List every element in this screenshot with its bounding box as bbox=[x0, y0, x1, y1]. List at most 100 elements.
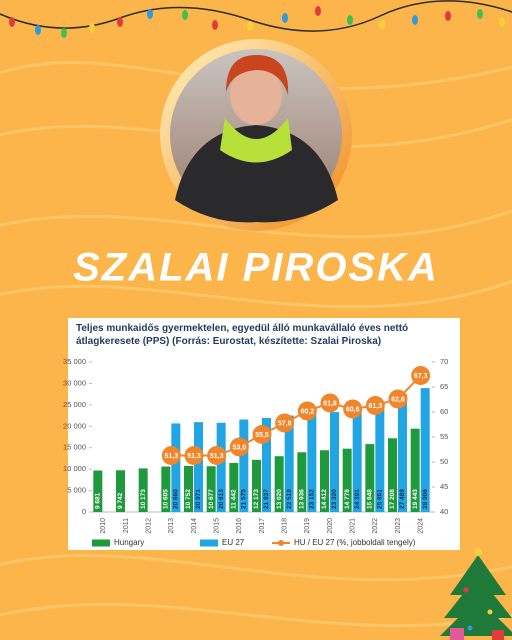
bar bbox=[116, 470, 125, 512]
bar bbox=[93, 470, 103, 512]
bar bbox=[229, 462, 239, 512]
y-tick-label: 10 000 bbox=[63, 464, 86, 473]
ratio-marker bbox=[388, 389, 408, 409]
legend-marker bbox=[278, 540, 284, 546]
x-tick-label: 2013 bbox=[168, 518, 175, 534]
y2-tick-label: 40 bbox=[440, 507, 448, 516]
ratio-label: 51,3 bbox=[210, 453, 224, 460]
ratio-label: 55,5 bbox=[255, 432, 269, 439]
bar-value-label: 20 660 bbox=[173, 489, 180, 509]
ratio-marker bbox=[365, 396, 385, 415]
bar bbox=[330, 412, 339, 512]
x-tick-label: 2020 bbox=[327, 518, 334, 534]
bar-value-label: 25 861 bbox=[377, 489, 384, 509]
bar bbox=[388, 438, 397, 512]
ratio-label: 53,0 bbox=[233, 444, 247, 451]
bar bbox=[307, 412, 317, 512]
bar bbox=[284, 415, 294, 512]
bar-value-label: 17 208 bbox=[389, 489, 396, 509]
x-tick-label: 2017 bbox=[259, 518, 266, 534]
bar-value-label: 9 742 bbox=[117, 492, 124, 509]
bar-value-label: 19 443 bbox=[412, 489, 419, 509]
x-tick-label: 2014 bbox=[191, 518, 198, 534]
bar bbox=[420, 388, 430, 512]
bar bbox=[410, 428, 420, 512]
ratio-label: 67,3 bbox=[414, 373, 428, 380]
x-tick-label: 2016 bbox=[236, 518, 243, 534]
x-tick-label: 2015 bbox=[214, 518, 221, 534]
ratio-marker bbox=[297, 401, 317, 421]
bar-value-label: 20 813 bbox=[218, 489, 225, 509]
bar-value-label: 21 575 bbox=[241, 489, 248, 509]
ratio-marker bbox=[161, 446, 181, 465]
bar-value-label: 14 778 bbox=[344, 489, 351, 509]
ratio-marker bbox=[320, 393, 340, 413]
bar bbox=[239, 419, 249, 512]
y-tick-label: 20 000 bbox=[63, 421, 86, 430]
y2-tick-label: 45 bbox=[440, 482, 448, 491]
legend-label: HU / EU 27 (%, jobboldali tengely) bbox=[294, 538, 416, 547]
bar-value-label: 24 391 bbox=[354, 489, 361, 509]
bar bbox=[398, 394, 407, 512]
bar-value-label: 23 320 bbox=[331, 489, 338, 509]
bar-value-label: 28 906 bbox=[422, 489, 429, 509]
bar-value-label: 10 173 bbox=[140, 489, 147, 509]
x-tick-label: 2012 bbox=[146, 518, 153, 534]
ratio-label: 51,3 bbox=[165, 453, 179, 460]
y2-tick-label: 70 bbox=[440, 357, 448, 366]
bar-value-label: 10 752 bbox=[185, 489, 192, 509]
ratio-marker bbox=[207, 446, 227, 465]
bar bbox=[138, 468, 148, 512]
bar-value-label: 22 519 bbox=[286, 489, 293, 509]
ratio-label: 62,6 bbox=[391, 396, 405, 403]
ratio-marker bbox=[184, 446, 204, 465]
x-tick-label: 2019 bbox=[304, 518, 311, 534]
y2-tick-label: 60 bbox=[440, 407, 448, 416]
ratio-marker bbox=[229, 437, 249, 457]
bar bbox=[161, 466, 171, 512]
person-name: SZALAI PIROSKA bbox=[73, 246, 439, 290]
legend-label: Hungary bbox=[114, 538, 144, 547]
y2-tick-label: 65 bbox=[440, 382, 448, 391]
ratio-marker bbox=[252, 425, 272, 444]
legend-label: EU 27 bbox=[222, 538, 245, 547]
bar bbox=[297, 452, 307, 512]
ratio-label: 60,6 bbox=[346, 406, 360, 413]
y2-tick-label: 55 bbox=[440, 432, 448, 441]
bar bbox=[342, 448, 352, 512]
bar-value-label: 13 936 bbox=[299, 489, 306, 509]
bar-value-label: 11 442 bbox=[231, 489, 238, 509]
ratio-marker bbox=[275, 413, 295, 433]
bar bbox=[171, 423, 181, 512]
bar-value-label: 10 605 bbox=[163, 489, 170, 509]
bar bbox=[352, 407, 362, 512]
bar bbox=[320, 450, 329, 512]
y-tick-label: 15 000 bbox=[63, 443, 86, 452]
bar bbox=[262, 417, 271, 512]
bar-value-label: 10 677 bbox=[208, 489, 215, 509]
legend-swatch bbox=[92, 539, 110, 547]
bar bbox=[216, 422, 226, 512]
chart-title: Teljes munkaidős gyermektelen, egyedül á… bbox=[76, 323, 409, 347]
ratio-label: 61,3 bbox=[369, 403, 383, 410]
portrait bbox=[160, 39, 352, 231]
bar-value-label: 13 020 bbox=[276, 489, 283, 509]
bar bbox=[252, 459, 261, 512]
bar-value-label: 12 173 bbox=[253, 489, 260, 509]
x-tick-label: 2023 bbox=[395, 518, 402, 534]
legend-swatch bbox=[200, 539, 218, 547]
y-tick-label: 0 bbox=[82, 507, 86, 516]
bar-value-label: 9 681 bbox=[95, 492, 102, 509]
bar bbox=[375, 401, 385, 512]
bar bbox=[206, 466, 216, 512]
x-tick-label: 2024 bbox=[418, 518, 425, 534]
x-tick-label: 2022 bbox=[372, 518, 379, 534]
bar bbox=[365, 444, 375, 512]
x-tick-label: 2010 bbox=[100, 518, 107, 534]
y-tick-label: 5 000 bbox=[67, 486, 86, 495]
bar-value-label: 27 489 bbox=[399, 489, 406, 509]
y-tick-label: 25 000 bbox=[63, 400, 86, 409]
ratio-label: 57,8 bbox=[278, 420, 292, 427]
